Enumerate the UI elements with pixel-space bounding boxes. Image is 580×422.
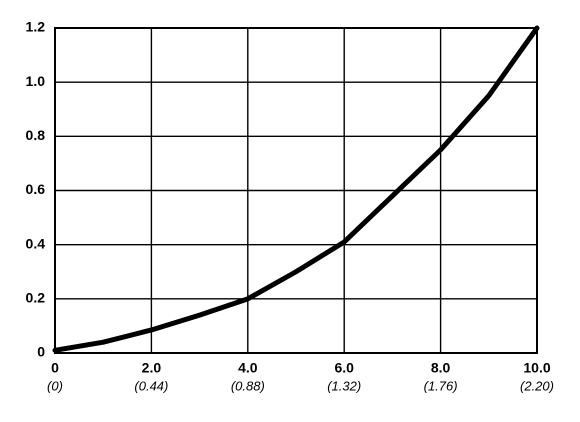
x-tick-label: 2.0 (142, 360, 162, 376)
x-tick-sublabel: (0.88) (231, 378, 265, 393)
x-tick-sublabel: (0) (47, 378, 63, 393)
y-tick-label: 0.6 (26, 181, 46, 197)
y-tick-label: 1.0 (26, 73, 46, 89)
y-tick-label: 0.8 (26, 127, 46, 143)
x-tick-label: 8.0 (431, 360, 451, 376)
y-tick-label: 1.2 (26, 19, 46, 35)
y-tick-label: 0.2 (26, 290, 46, 306)
x-tick-label: 4.0 (238, 360, 258, 376)
x-tick-sublabel: (2.20) (520, 378, 554, 393)
x-tick-sublabel: (1.76) (424, 378, 458, 393)
y-tick-label: 0 (37, 344, 45, 360)
y-tick-label: 0.4 (26, 235, 46, 251)
x-tick-label: 6.0 (334, 360, 354, 376)
curve (52, 25, 540, 353)
x-tick-sublabel: (1.32) (327, 378, 361, 393)
x-tick-label: 10.0 (523, 360, 550, 376)
x-tick-sublabel: (0.44) (134, 378, 168, 393)
x-tick-label: 0 (51, 360, 59, 376)
